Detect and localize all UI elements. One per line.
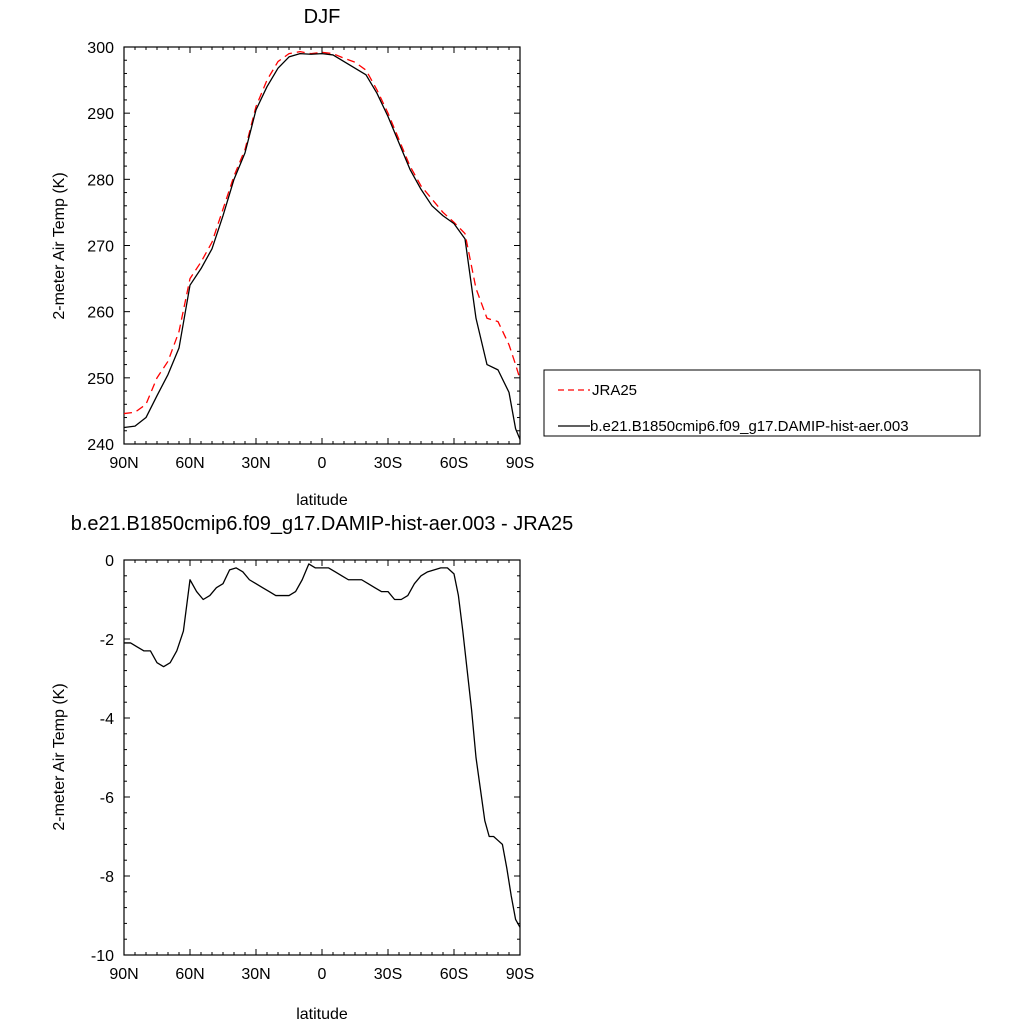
x-tick-label: 90S: [506, 455, 534, 472]
x-tick-label: 0: [318, 966, 327, 983]
legend-frame: [543, 369, 981, 437]
bottom-chart: b.e21.B1850cmip6.f09_g17.DAMIP-hist-aer.…: [51, 513, 573, 1023]
y-tick-label: 0: [105, 553, 114, 570]
legend-label-jra25: JRA25: [592, 382, 637, 399]
y-tick-label: 270: [87, 239, 114, 256]
bottom-chart-ylabel: 2-meter Air Temp (K): [51, 683, 68, 830]
bottom-plot-area: 90N 60N 30N 0 30S 60S 90S -10 -8 -6 -4 -2 0: [91, 553, 534, 983]
bottom-chart-title: b.e21.B1850cmip6.f09_g17.DAMIP-hist-aer.…: [71, 513, 574, 535]
x-tick-label: 90N: [109, 966, 138, 983]
top-legend: JRA25 b.e21.B1850cmip6.f09_g17.DAMIP-his…: [543, 369, 981, 437]
x-tick-label: 30N: [241, 966, 270, 983]
x-tick-label: 90S: [506, 966, 534, 983]
y-tick-label: 280: [87, 172, 114, 189]
difference-line: [124, 563, 521, 928]
y-tick-label: -8: [100, 869, 114, 886]
x-tick-label: 60S: [440, 455, 468, 472]
x-tick-label: 30S: [374, 966, 402, 983]
y-tick-label: -10: [91, 948, 114, 965]
y-tick-label: 250: [87, 371, 114, 388]
series-line-model: [123, 52, 521, 440]
x-tick-label: 30N: [241, 455, 270, 472]
plot-frame: [123, 46, 521, 445]
x-tick-label: 0: [318, 455, 327, 472]
x-tick-label: 60N: [175, 966, 204, 983]
x-tick-label: 60S: [440, 966, 468, 983]
top-plot-area: 90N 60N 30N 0 30S 60S 90S 240 250 260 270 280 290 300: [87, 40, 534, 472]
y-tick-label: 260: [87, 305, 114, 322]
top-chart-xlabel: latitude: [296, 492, 348, 509]
top-chart-title: DJF: [304, 6, 341, 28]
plot-frame: [123, 559, 521, 956]
y-tick-label: -2: [100, 632, 114, 649]
y-tick-label: -4: [100, 711, 114, 728]
bottom-chart-xlabel: latitude: [296, 1006, 348, 1023]
top-chart-ylabel: 2-meter Air Temp (K): [51, 172, 68, 319]
y-tick-label: 240: [87, 437, 114, 454]
top-chart: DJF 2-meter Air Temp (K) latitude 90N 60N…: [51, 6, 981, 509]
series-line-jra25: [123, 50, 521, 415]
x-tick-label: 30S: [374, 455, 402, 472]
y-tick-label: -6: [100, 790, 114, 807]
x-tick-label: 60N: [175, 455, 204, 472]
y-tick-label: 290: [87, 106, 114, 123]
y-tick-label: 300: [87, 40, 114, 57]
legend-label-model: b.e21.B1850cmip6.f09_g17.DAMIP-hist-aer.…: [590, 418, 909, 435]
x-tick-label: 90N: [109, 455, 138, 472]
